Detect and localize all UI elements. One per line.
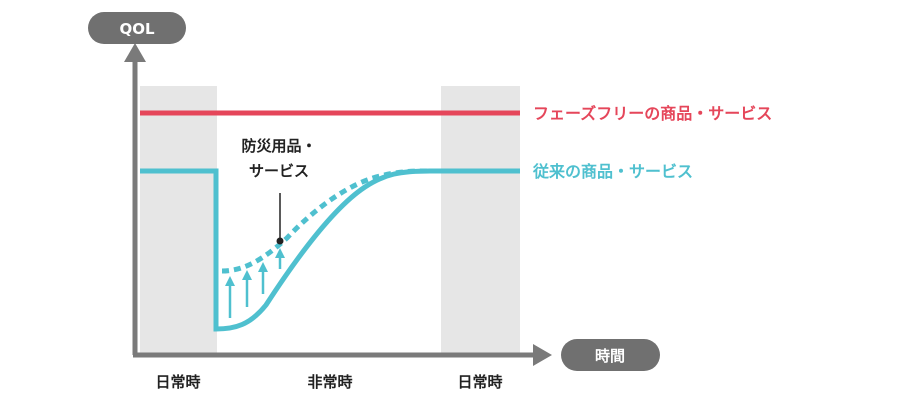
period-label-normal-before: 日常時 [155, 373, 200, 391]
up-arrow-icon [225, 276, 235, 318]
conventional-label: 従来の商品・サービス [532, 162, 693, 181]
improvement-arrows [225, 248, 285, 318]
period-label-emergency: 非常時 [307, 373, 352, 391]
x-axis [133, 344, 552, 366]
annotation-line-2: サービス [249, 162, 309, 180]
y-axis-label-pill: QOL [88, 12, 186, 44]
y-axis-arrow-icon [124, 43, 146, 62]
y-axis-label: QOL [119, 20, 155, 38]
x-axis-arrow-icon [533, 344, 552, 366]
phase-free-label: フェーズフリーの商品・サービス [533, 104, 772, 123]
x-axis-label: 時間 [595, 347, 625, 365]
x-axis-label-pill: 時間 [561, 339, 660, 371]
up-arrow-icon [275, 248, 285, 269]
annotation-line-1: 防災用品・ [241, 137, 316, 155]
y-axis [124, 43, 146, 355]
up-arrow-icon [242, 270, 252, 307]
up-arrow-icon [258, 262, 268, 294]
conventional-line [140, 168, 520, 332]
normal-time-band-left [140, 86, 217, 354]
disaster-products-dotted-line [221, 168, 431, 274]
annotation-dot [276, 237, 284, 245]
period-label-normal-after: 日常時 [457, 373, 502, 391]
normal-time-band-right [441, 86, 520, 354]
